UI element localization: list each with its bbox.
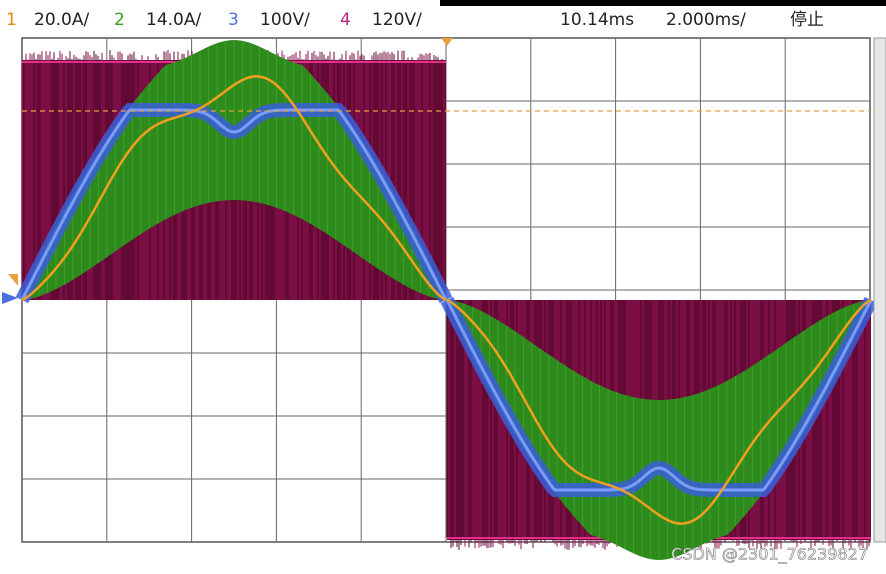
ch3-number: 3 (228, 10, 239, 30)
ch4-scale: 120V/ (372, 10, 422, 30)
ch2-scale: 14.0A/ (146, 10, 201, 30)
blue-trace (20, 108, 448, 301)
side-panel (873, 37, 886, 543)
ch1-scale: 20.0A/ (34, 10, 89, 30)
top-strip (440, 0, 886, 6)
waveforms (15, 40, 878, 560)
orange-trace (21, 75, 447, 302)
header: 1 20.0A/ 2 14.0A/ 3 100V/ 4 120V/ 10.14m… (6, 10, 824, 30)
ch1-number: 1 (6, 10, 17, 30)
orange-trace (446, 298, 872, 525)
time-scale: 2.000ms/ (666, 10, 746, 30)
ch3-marker (2, 292, 18, 304)
ch3-scale: 100V/ (260, 10, 310, 30)
watermark: CSDN @2301_76239827 (671, 545, 868, 565)
blue-trace (445, 299, 873, 492)
time-position: 10.14ms (560, 10, 634, 30)
trigger-marker (441, 38, 453, 46)
run-status: 停止 (790, 10, 824, 30)
ch4-number: 4 (340, 10, 351, 30)
ch1-marker (8, 274, 18, 286)
ch2-number: 2 (114, 10, 125, 30)
